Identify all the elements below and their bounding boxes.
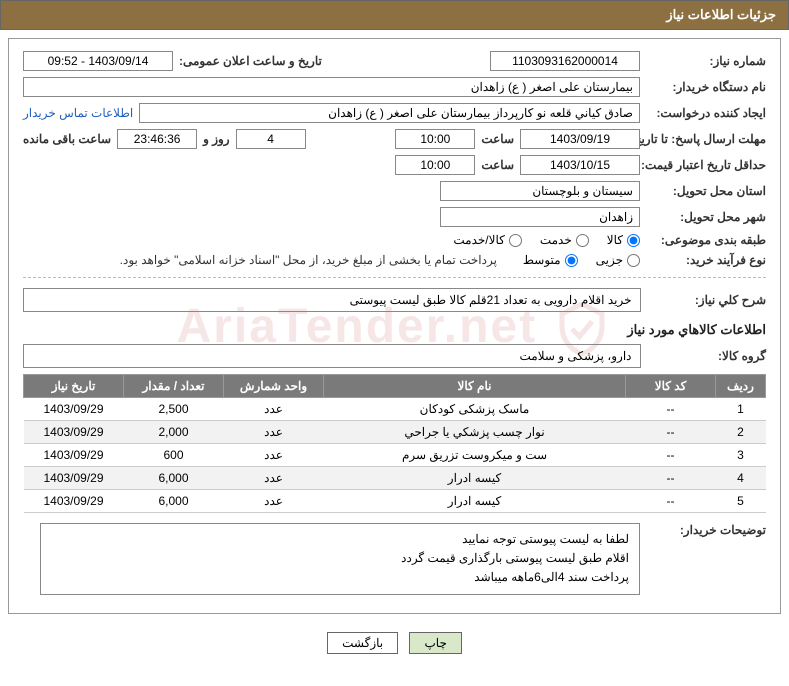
time-label-1: ساعت <box>481 132 514 146</box>
city-value: زاهدان <box>440 207 640 227</box>
group-value: دارو، پزشکی و سلامت <box>23 344 641 368</box>
table-cell: عدد <box>224 421 324 444</box>
th-date: تاریخ نیاز <box>24 375 124 398</box>
deadline-time: 10:00 <box>395 129 475 149</box>
table-cell: نوار چسب پزشكي يا جراحي <box>324 421 626 444</box>
table-row: 5--کیسه ادرارعدد6,0001403/09/29 <box>24 490 766 513</box>
days-label: روز و <box>203 132 230 146</box>
buyer-org-label: نام دستگاه خریدار: <box>646 80 766 94</box>
buyer-notes-line3: پرداخت سند 4الی6ماهه میباشد <box>51 568 629 587</box>
overall-label: شرح كلي نياز: <box>647 293 767 307</box>
table-cell: 2,000 <box>124 421 224 444</box>
proc-radios: جزیی متوسط <box>523 253 640 267</box>
announce-value: 1403/09/14 - 09:52 <box>23 51 173 71</box>
table-row: 4--کیسه ادرارعدد6,0001403/09/29 <box>24 467 766 490</box>
footer-buttons: چاپ بازگشت <box>0 622 789 668</box>
table-cell: -- <box>626 398 716 421</box>
buyer-notes-label: توضیحات خریدار: <box>646 523 766 537</box>
buyer-notes-line1: لطفا به لیست پیوستی توجه نمایید <box>51 530 629 549</box>
category-label: طبقه بندی موضوعی: <box>646 233 766 247</box>
th-code: کد کالا <box>626 375 716 398</box>
radio-goods[interactable]: کالا <box>607 233 640 247</box>
validity-time: 10:00 <box>395 155 475 175</box>
table-cell: 4 <box>716 467 766 490</box>
need-no-value: 1103093162000014 <box>490 51 640 71</box>
th-qty: تعداد / مقدار <box>124 375 224 398</box>
table-cell: 1403/09/29 <box>24 490 124 513</box>
table-cell: ست و میکروست تزریق سرم <box>324 444 626 467</box>
radio-medium[interactable]: متوسط <box>523 253 578 267</box>
proc-label: نوع فرآیند خرید: <box>646 253 766 267</box>
table-cell: عدد <box>224 444 324 467</box>
radio-partial[interactable]: جزیی <box>596 253 640 267</box>
buyer-notes-line2: اقلام طبق لیست پیوستی بارگذاری قیمت گردد <box>51 549 629 568</box>
th-name: نام کالا <box>324 375 626 398</box>
requester-label: ایجاد کننده درخواست: <box>646 106 766 120</box>
table-cell: 1403/09/29 <box>24 421 124 444</box>
deadline-label: مهلت ارسال پاسخ: تا تاریخ: <box>646 132 766 146</box>
table-cell: ماسک پزشکی کودکان <box>324 398 626 421</box>
table-row: 3--ست و میکروست تزریق سرمعدد6001403/09/2… <box>24 444 766 467</box>
buyer-notes-box: لطفا به لیست پیوستی توجه نمایید اقلام طب… <box>40 523 640 595</box>
table-cell: 1403/09/29 <box>24 398 124 421</box>
table-cell: 1403/09/29 <box>24 444 124 467</box>
announce-label: تاریخ و ساعت اعلان عمومی: <box>179 54 322 68</box>
panel-title: جزئیات اطلاعات نیاز <box>666 7 776 22</box>
back-button[interactable]: بازگشت <box>327 632 398 654</box>
days-value: 4 <box>236 129 306 149</box>
table-cell: -- <box>626 444 716 467</box>
table-cell: -- <box>626 490 716 513</box>
print-button[interactable]: چاپ <box>409 632 461 654</box>
overall-desc: خرید اقلام دارویی به تعداد 21قلم کالا طب… <box>23 288 641 312</box>
radio-service[interactable]: خدمت <box>540 233 589 247</box>
proc-note: پرداخت تمام یا بخشی از مبلغ خرید، از محل… <box>120 253 497 267</box>
group-label: گروه کالا: <box>647 349 767 363</box>
validity-date: 1403/10/15 <box>520 155 640 175</box>
province-label: استان محل تحویل: <box>646 184 766 198</box>
contact-link[interactable]: اطلاعات تماس خریدار <box>23 106 133 120</box>
table-cell: 2,500 <box>124 398 224 421</box>
panel-header: جزئیات اطلاعات نیاز <box>0 0 789 30</box>
table-cell: 5 <box>716 490 766 513</box>
table-cell: عدد <box>224 398 324 421</box>
table-row: 2--نوار چسب پزشكي يا جراحيعدد2,0001403/0… <box>24 421 766 444</box>
table-cell: 3 <box>716 444 766 467</box>
radio-both[interactable]: کالا/خدمت <box>453 233 521 247</box>
deadline-date: 1403/09/19 <box>520 129 640 149</box>
table-cell: 1 <box>716 398 766 421</box>
requester-value: صادق كياني قلعه نو کارپرداز بیمارستان عل… <box>139 103 640 123</box>
th-unit: واحد شمارش <box>224 375 324 398</box>
goods-section-title: اطلاعات کالاهاي مورد نياز <box>23 322 766 338</box>
countdown: 23:46:36 <box>117 129 197 149</box>
table-row: 1--ماسک پزشکی کودکانعدد2,5001403/09/29 <box>24 398 766 421</box>
category-radios: کالا خدمت کالا/خدمت <box>453 233 640 247</box>
goods-table: ردیف کد کالا نام کالا واحد شمارش تعداد /… <box>23 374 766 513</box>
main-panel: AriaTender.net شماره نیاز: 1103093162000… <box>8 38 781 614</box>
validity-label: حداقل تاریخ اعتبار قیمت: تا تاریخ: <box>646 158 766 172</box>
table-cell: 2 <box>716 421 766 444</box>
table-cell: 6,000 <box>124 467 224 490</box>
remain-label: ساعت باقی مانده <box>23 132 111 146</box>
need-no-label: شماره نیاز: <box>646 54 766 68</box>
table-cell: -- <box>626 421 716 444</box>
table-cell: کیسه ادرار <box>324 467 626 490</box>
province-value: سیستان و بلوچستان <box>440 181 640 201</box>
table-cell: -- <box>626 467 716 490</box>
table-cell: عدد <box>224 467 324 490</box>
table-cell: 1403/09/29 <box>24 467 124 490</box>
time-label-2: ساعت <box>481 158 514 172</box>
city-label: شهر محل تحویل: <box>646 210 766 224</box>
table-cell: 600 <box>124 444 224 467</box>
table-cell: 6,000 <box>124 490 224 513</box>
buyer-org-value: بیمارستان علی اصغر ( ع) زاهدان <box>23 77 640 97</box>
table-cell: عدد <box>224 490 324 513</box>
table-cell: کیسه ادرار <box>324 490 626 513</box>
th-row: ردیف <box>716 375 766 398</box>
